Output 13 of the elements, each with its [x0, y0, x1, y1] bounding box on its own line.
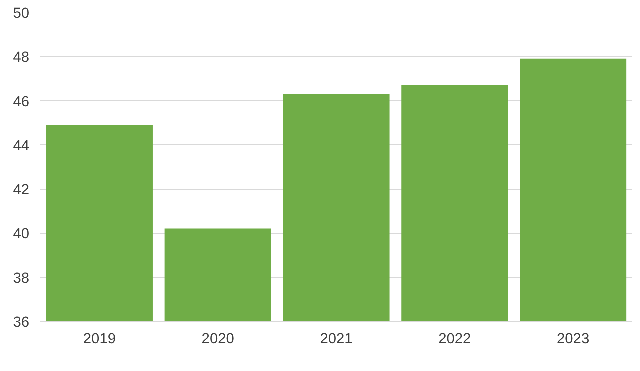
y-tick-label: 42 [13, 182, 30, 199]
y-tick-label: 36 [13, 315, 30, 331]
y-tick-label: 50 [13, 6, 30, 22]
y-tick-label: 44 [13, 138, 30, 154]
y-tick-label: 38 [13, 270, 30, 287]
y-tick-label: 40 [13, 226, 30, 243]
x-tick-label: 2020 [202, 332, 234, 348]
x-tick-label: 2019 [83, 332, 116, 348]
y-tick-label: 48 [13, 50, 30, 66]
x-tick-label: 2021 [320, 332, 353, 348]
x-tick-label: 2022 [438, 332, 472, 348]
x-tick-label: 2023 [557, 332, 590, 348]
y-tick-label: 46 [13, 94, 30, 110]
